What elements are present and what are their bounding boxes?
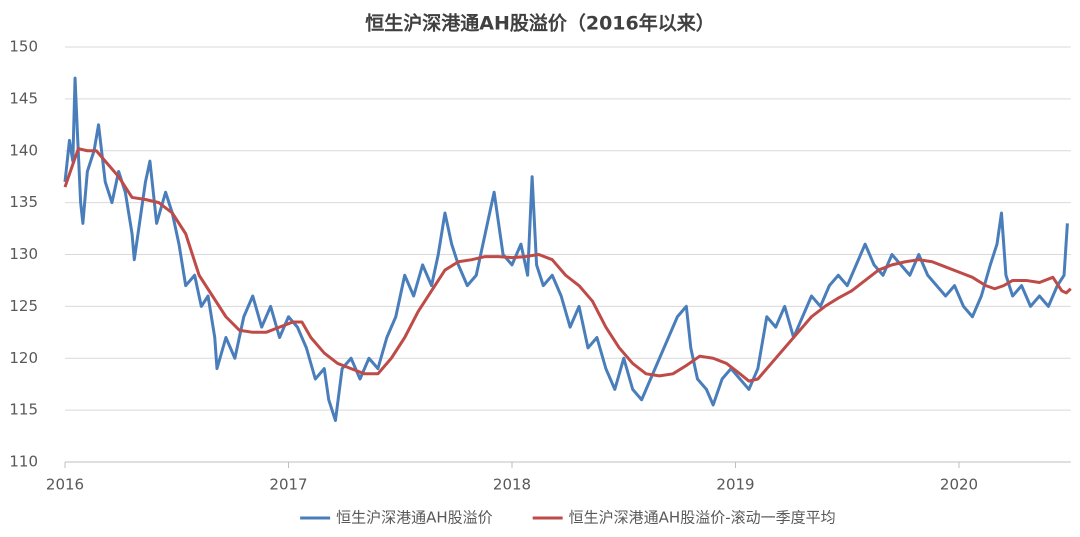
y-tick-label: 125: [9, 297, 38, 315]
x-tick-label: 2017: [269, 476, 307, 494]
x-tick-label: 2019: [716, 476, 754, 494]
legend-item: 恒生沪深港通AH股溢价-滚动一季度平均: [532, 509, 836, 527]
y-tick-label: 145: [9, 89, 38, 107]
y-tick-label: 110: [9, 453, 38, 471]
chart-title: 恒生沪深港通AH股溢价（2016年以来）: [365, 12, 715, 35]
series-line: [63, 147, 1072, 383]
legend-label: 恒生沪深港通AH股溢价-滚动一季度平均: [569, 509, 836, 527]
x-tick-label: 2016: [46, 476, 84, 494]
y-tick-label: 140: [9, 141, 38, 159]
series-line: [63, 76, 1069, 422]
y-tick-label: 120: [9, 349, 38, 367]
x-tick-label: 2020: [940, 476, 978, 494]
y-tick-label: 130: [9, 245, 38, 263]
legend-item: 恒生沪深港通AH股溢价: [300, 509, 493, 527]
y-tick-label: 115: [9, 401, 38, 419]
x-tick-label: 2018: [493, 476, 531, 494]
y-tick-label: 150: [9, 38, 38, 56]
y-tick-label: 135: [9, 193, 38, 211]
legend-label: 恒生沪深港通AH股溢价: [336, 509, 493, 527]
